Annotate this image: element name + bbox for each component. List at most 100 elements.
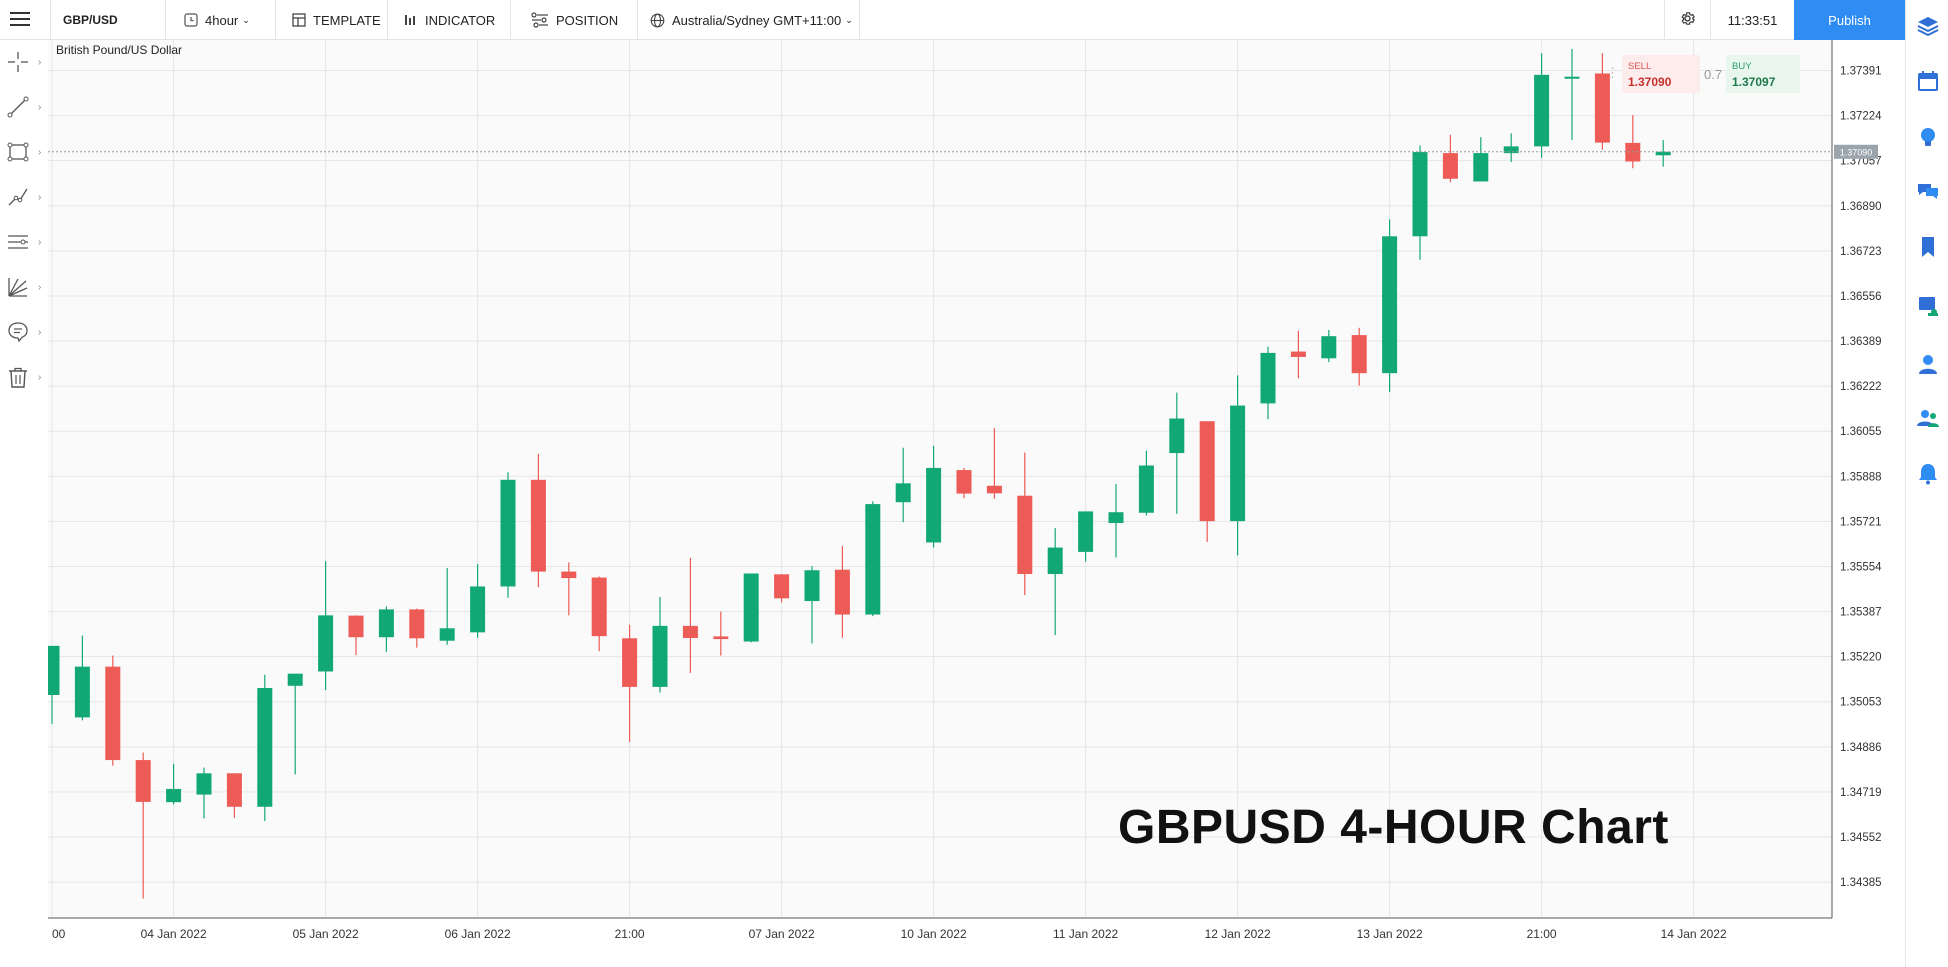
price-tick-label: 1.35053 — [1840, 697, 1882, 709]
time-tick-label: 04 Jan 2022 — [141, 927, 207, 941]
tool-trash[interactable]: › — [6, 361, 42, 397]
symbol-selector[interactable]: GBP/USD — [50, 0, 166, 40]
calendar-icon — [1916, 69, 1940, 98]
candle-body — [500, 479, 516, 587]
candle-body — [1078, 511, 1094, 552]
tool-annotation[interactable]: › — [6, 316, 42, 352]
time-tick-label: 07 Jan 2022 — [749, 927, 815, 941]
candle-body — [1290, 351, 1306, 357]
candle-body — [1655, 151, 1671, 156]
profile-button[interactable] — [1916, 354, 1940, 378]
crosshair-icon — [6, 50, 30, 79]
chevron-right-icon: › — [38, 237, 42, 248]
candle-body — [1230, 405, 1246, 522]
candle-body — [591, 577, 607, 637]
candle-body — [622, 638, 638, 687]
candle-body — [986, 485, 1002, 494]
settings-button[interactable] — [1664, 0, 1710, 40]
chevron-right-icon: › — [38, 57, 42, 68]
price-tick-label: 1.37391 — [1840, 66, 1882, 78]
price-tick-label: 1.36389 — [1840, 336, 1882, 348]
candle-body — [652, 625, 668, 687]
price-tick-label: 1.37224 — [1840, 111, 1882, 123]
candle-body — [743, 573, 759, 642]
fibonacci-icon — [6, 230, 30, 259]
time-tick-label: 06 Jan 2022 — [445, 927, 511, 941]
buy-button[interactable]: BUY 1.37097 — [1726, 55, 1800, 93]
community-button[interactable] — [1916, 408, 1940, 432]
candle-body — [1138, 465, 1154, 513]
candle-body — [135, 760, 151, 802]
tool-path[interactable]: › — [6, 181, 42, 217]
time-tick-label: 12 Jan 2022 — [1205, 927, 1271, 941]
template-label: TEMPLATE — [313, 12, 381, 28]
candle-body — [257, 687, 273, 807]
tool-crosshair[interactable]: › — [6, 46, 42, 82]
candle-body — [1442, 153, 1458, 179]
alerts-button[interactable] — [1916, 463, 1940, 488]
template-button[interactable]: TEMPLATE — [276, 0, 388, 40]
candle-body — [1473, 153, 1489, 182]
bookmark-button[interactable] — [1916, 236, 1940, 261]
candle-body — [682, 625, 698, 639]
candle-body — [48, 645, 60, 695]
template-icon — [292, 13, 306, 27]
candle-body — [1382, 236, 1398, 374]
time-tick-label: 14 Jan 2022 — [1661, 927, 1727, 941]
drawing-toolbar: › › › › › › › › — [0, 40, 48, 967]
chevron-right-icon: › — [38, 102, 42, 113]
watchlist-icon — [1916, 294, 1940, 323]
watchlist-button[interactable] — [1916, 296, 1940, 320]
price-tick-label: 1.36723 — [1840, 246, 1882, 258]
position-button[interactable]: POSITION — [511, 0, 638, 40]
indicator-button[interactable]: INDICATOR — [388, 0, 511, 40]
price-tick-label: 1.34385 — [1840, 877, 1882, 889]
time-tick-label: 21:00 — [615, 927, 645, 941]
publish-button[interactable]: Publish — [1794, 0, 1905, 40]
spread-value: 0.7 — [1704, 67, 1723, 82]
price-tick-label: 1.35554 — [1840, 561, 1882, 573]
timezone-label: Australia/Sydney GMT+11:00 — [672, 12, 842, 28]
price-tick-label: 1.36556 — [1840, 291, 1882, 303]
chevron-right-icon: › — [38, 372, 42, 383]
candle-body — [470, 586, 486, 633]
interval-selector[interactable]: 4hour ⌄ — [166, 0, 276, 40]
chevron-right-icon: › — [38, 192, 42, 203]
current-price-value: 1.37090 — [1840, 147, 1873, 157]
candle-body — [105, 666, 121, 761]
candle-body — [1534, 74, 1550, 147]
candle-body — [1260, 352, 1276, 404]
candle-body — [1169, 418, 1185, 454]
rectangle-icon — [6, 140, 30, 169]
timezone-selector[interactable]: Australia/Sydney GMT+11:00 ⌄ — [638, 0, 860, 40]
candle-body — [834, 569, 850, 615]
candlestick-chart[interactable]: 1.373911.372241.370571.368901.367231.365… — [48, 40, 1905, 967]
price-tick-label: 1.34552 — [1840, 832, 1882, 844]
trend-line-icon — [6, 95, 30, 124]
sell-price: 1.37090 — [1628, 75, 1672, 89]
candle-body — [956, 470, 972, 494]
calendar-button[interactable] — [1916, 69, 1940, 98]
overlay-title: GBPUSD 4-HOUR Chart — [1118, 801, 1669, 854]
candle-body — [1594, 73, 1610, 143]
candle-body — [1108, 512, 1124, 524]
ideas-button[interactable] — [1916, 127, 1940, 151]
candle-body — [348, 615, 364, 638]
price-tick-label: 1.36055 — [1840, 426, 1882, 438]
layers-icon — [1916, 14, 1940, 43]
menu-button[interactable] — [0, 0, 40, 40]
tool-trend-line[interactable]: › — [6, 91, 42, 127]
candle-body — [774, 574, 790, 599]
clock-icon — [184, 13, 198, 27]
symbol-label: GBP/USD — [63, 13, 118, 27]
candle-body — [561, 571, 577, 579]
sell-button[interactable]: SELL 1.37090 — [1622, 55, 1700, 93]
time-tick-label: 10 Jan 2022 — [901, 927, 967, 941]
tool-rectangle[interactable]: › — [6, 136, 42, 172]
layers-button[interactable] — [1916, 16, 1940, 40]
right-sidebar — [1905, 0, 1948, 967]
tool-fibonacci[interactable]: › — [6, 226, 42, 262]
tool-gann-fan[interactable]: › — [6, 271, 42, 307]
price-tick-label: 1.35220 — [1840, 652, 1882, 664]
chat-button[interactable] — [1916, 181, 1940, 205]
